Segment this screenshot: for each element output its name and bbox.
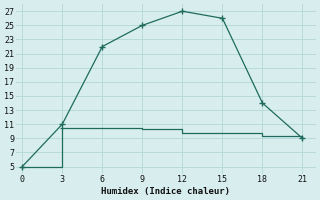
X-axis label: Humidex (Indice chaleur): Humidex (Indice chaleur) <box>101 187 230 196</box>
